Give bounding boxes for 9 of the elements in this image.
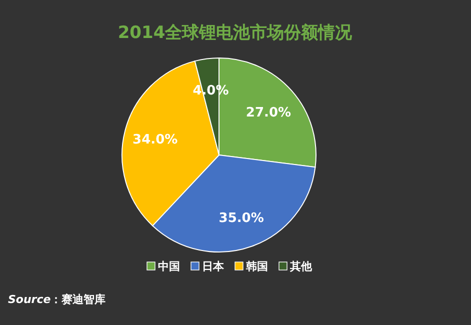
text: Source：赛迪智库 (8, 293, 106, 306)
legend-label: 日本 (202, 260, 225, 273)
legend-label: 韩国 (245, 260, 268, 273)
legend-label: 其他 (289, 260, 313, 273)
data-label: 35.0% (218, 211, 264, 226)
legend-label: 中国 (158, 260, 180, 273)
data-label: 34.0% (132, 132, 178, 148)
data-label: 27.0% (246, 105, 292, 120)
chart-title: 2014全球锂电池市场份额情况 (118, 23, 354, 43)
